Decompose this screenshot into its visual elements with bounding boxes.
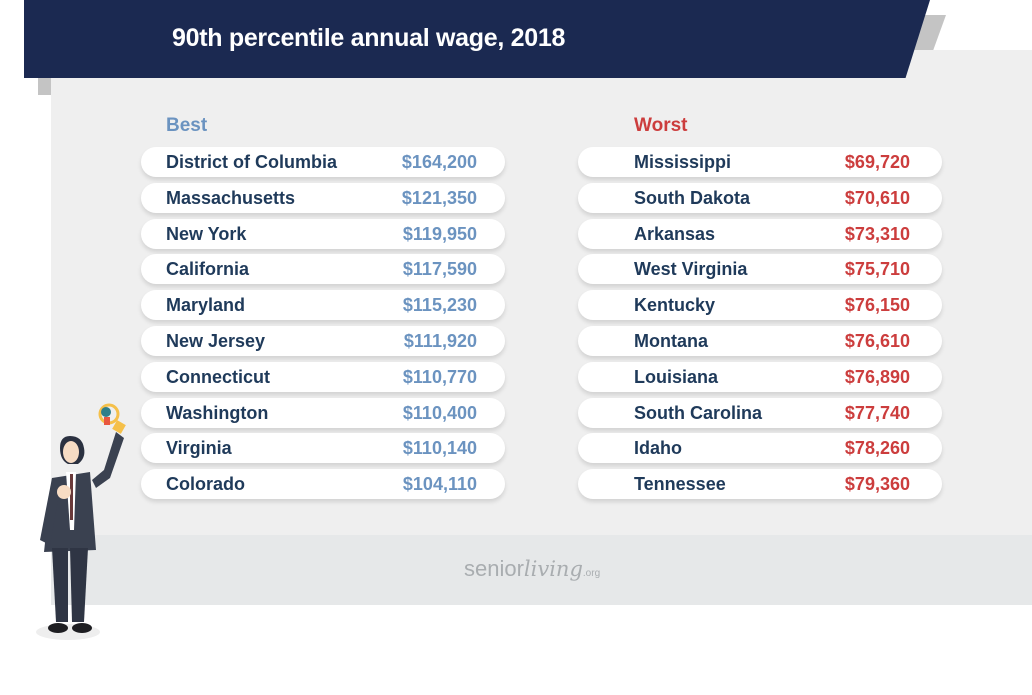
wage-value: $110,770 — [402, 366, 477, 387]
best-table-row: Washington $110,400 — [141, 397, 505, 428]
wage-value: $121,350 — [401, 187, 477, 208]
wage-value: $76,890 — [844, 366, 910, 387]
worst-table-row: Montana $76,610 — [578, 325, 942, 356]
state-name: Massachusetts — [166, 187, 296, 208]
worst-table-row: Mississippi $69,720 — [578, 147, 942, 177]
worst-table-row: Tennessee $79,360 — [578, 469, 942, 500]
state-name: New Jersey — [166, 330, 266, 351]
seniorliving-logo: seniorliving.org — [464, 556, 600, 582]
wage-value: $111,920 — [403, 330, 477, 351]
state-name: Arkansas — [634, 223, 716, 244]
best-table-row: Virginia $110,140 — [141, 433, 505, 464]
title-banner — [24, 0, 930, 78]
wage-value: $115,230 — [402, 295, 477, 316]
best-table-row: Connecticut $110,770 — [141, 361, 505, 392]
wage-value: $79,360 — [844, 474, 910, 495]
wage-value: $110,140 — [402, 438, 477, 459]
state-name: New York — [166, 223, 247, 244]
wage-value: $110,400 — [402, 402, 477, 423]
wage-value: $75,710 — [844, 259, 910, 280]
state-name: Maryland — [166, 295, 246, 316]
worst-table-row: Louisiana $76,890 — [578, 361, 942, 392]
wage-value: $117,590 — [402, 259, 477, 280]
state-name: Virginia — [166, 438, 232, 459]
state-name: South Dakota — [634, 187, 751, 208]
state-name: Kentucky — [634, 295, 716, 316]
best-table-row: New York $119,950 — [141, 218, 505, 249]
state-name: Connecticut — [166, 366, 271, 387]
logo-text-living: living — [523, 557, 583, 581]
wage-value: $164,200 — [401, 152, 477, 172]
worst-table-row: Kentucky $76,150 — [578, 290, 942, 321]
state-name: Louisiana — [634, 366, 719, 387]
state-name: South Carolina — [634, 402, 763, 423]
worst-table-row: South Dakota $70,610 — [578, 182, 942, 213]
best-table-row: Massachusetts $121,350 — [141, 182, 505, 213]
best-table-row: New Jersey $111,920 — [141, 325, 505, 356]
worst-table-row: South Carolina $77,740 — [578, 397, 942, 428]
state-name: Washington — [166, 402, 269, 423]
worst-table-row: Arkansas $73,310 — [578, 218, 942, 249]
wage-value: $77,740 — [844, 402, 910, 423]
state-name: California — [166, 259, 250, 280]
wage-value: $76,150 — [844, 295, 910, 316]
logo-text-senior: senior — [464, 556, 524, 581]
wage-value: $70,610 — [844, 187, 910, 208]
state-name: Colorado — [166, 474, 245, 495]
page-title: 90th percentile annual wage, 2018 — [172, 24, 566, 52]
worst-heading: Worst — [634, 115, 688, 136]
logo-text-org: .org — [582, 568, 601, 579]
best-list: District of Columbia $164,200 Massachusett… — [141, 147, 505, 505]
worst-table-row: Idaho $78,260 — [578, 433, 942, 464]
best-table-row: Maryland $115,230 — [141, 290, 505, 321]
wage-value: $104,110 — [402, 474, 477, 495]
state-name: West Virginia — [634, 259, 748, 280]
best-heading: Best — [166, 115, 208, 136]
footer-strip — [51, 535, 1032, 605]
wage-value: $69,720 — [844, 152, 910, 172]
best-table-row: California $117,590 — [141, 254, 505, 285]
state-name: Idaho — [634, 438, 682, 459]
state-name: Mississippi — [634, 152, 732, 172]
businessman-trophy-illustration — [30, 400, 130, 650]
state-name: Montana — [634, 330, 708, 351]
worst-table-row: West Virginia $75,710 — [578, 254, 942, 285]
state-name: District of Columbia — [166, 152, 338, 172]
wage-value: $76,610 — [844, 330, 910, 351]
best-table-row: Colorado $104,110 — [141, 469, 505, 500]
wage-value: $73,310 — [844, 223, 910, 244]
wage-value: $78,260 — [844, 438, 910, 459]
wage-value: $119,950 — [402, 223, 477, 244]
worst-list: Mississippi $69,720 South Dakota $70,610 Ark… — [578, 147, 942, 505]
best-table-row: District of Columbia $164,200 — [141, 147, 505, 177]
state-name: Tennessee — [634, 474, 726, 495]
